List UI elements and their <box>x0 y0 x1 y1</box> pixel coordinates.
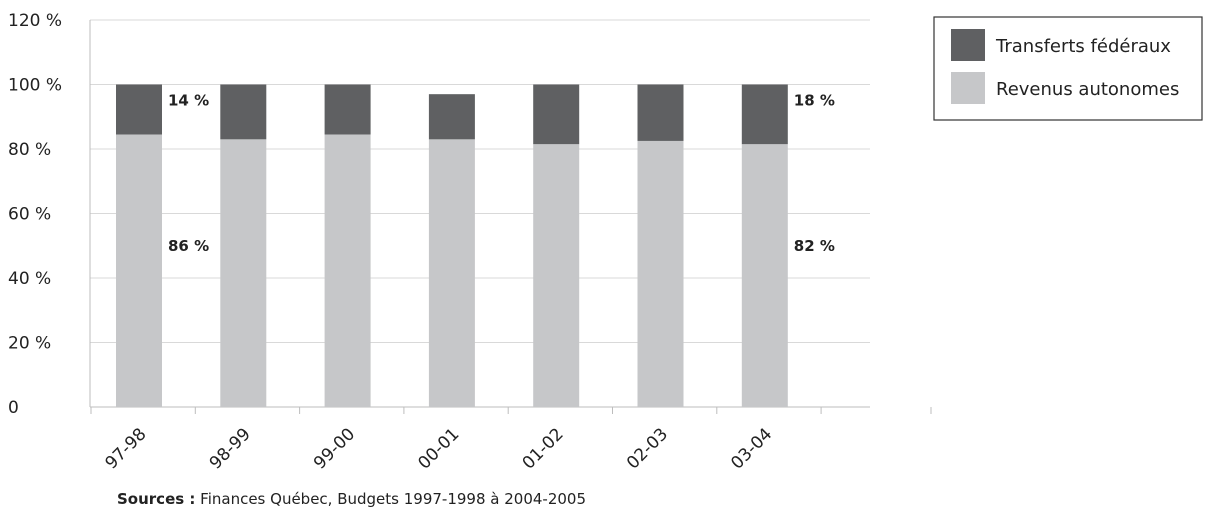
bar-segment <box>428 94 475 140</box>
bar-segment <box>324 84 371 135</box>
source-note: Sources : Finances Québec, Budgets 1997-… <box>117 490 586 508</box>
legend-label-transferts: Transferts fédéraux <box>995 36 1171 57</box>
bar-segment <box>324 134 371 408</box>
legend-swatch-revenus <box>951 72 985 104</box>
data-labels: 14 % 86 % 18 % 82 % <box>168 92 835 255</box>
y-tick-label: 60 % <box>8 205 51 225</box>
legend: Transferts fédéraux Revenus autonomes <box>933 16 1203 121</box>
bar-segment <box>116 134 162 408</box>
bar-segment <box>741 144 788 407</box>
bar-segment <box>741 84 788 145</box>
bar-segment <box>220 139 267 407</box>
y-tick-label: 40 % <box>8 269 51 289</box>
x-ticks <box>90 407 822 414</box>
x-tick-label: 99-00 <box>310 424 359 473</box>
data-label: 86 % <box>168 237 209 255</box>
bar-segment <box>116 84 162 135</box>
bar-segment <box>220 84 267 140</box>
gridlines <box>90 19 870 343</box>
y-tick-label: 80 % <box>8 140 51 160</box>
y-tick-label: 120 % <box>8 11 62 31</box>
source-text: Finances Québec, Budgets 1997-1998 à 200… <box>195 490 586 508</box>
y-tick-label: 100 % <box>8 76 62 96</box>
data-label: 14 % <box>168 92 209 110</box>
x-tick-label: 01-02 <box>519 424 568 473</box>
data-label: 18 % <box>794 92 835 110</box>
bar-segment <box>637 84 684 141</box>
x-tick-label: 00-01 <box>414 424 463 473</box>
axes <box>89 20 932 414</box>
legend-label-revenus: Revenus autonomes <box>996 79 1179 100</box>
bar-segment <box>533 84 580 145</box>
x-tick-label: 98-99 <box>206 424 255 473</box>
source-label: Sources : <box>117 490 196 508</box>
bars <box>116 84 788 408</box>
bar-segment <box>428 139 475 407</box>
x-tick-labels: 97-98 98-99 99-00 00-01 01-02 02-03 03-04 <box>101 424 776 473</box>
legend-swatch-transferts <box>951 29 985 61</box>
x-tick-label: 03-04 <box>727 424 776 473</box>
x-tick-label: 02-03 <box>623 424 672 473</box>
bar-segment <box>533 144 580 407</box>
y-tick-label: 0 <box>8 398 19 418</box>
x-tick-label: 97-98 <box>101 424 150 473</box>
bar-segment <box>637 140 684 407</box>
y-tick-label: 20 % <box>8 334 51 354</box>
y-tick-labels: 0 20 % 40 % 60 % 80 % 100 % 120 % <box>8 11 62 418</box>
data-label: 82 % <box>794 237 835 255</box>
